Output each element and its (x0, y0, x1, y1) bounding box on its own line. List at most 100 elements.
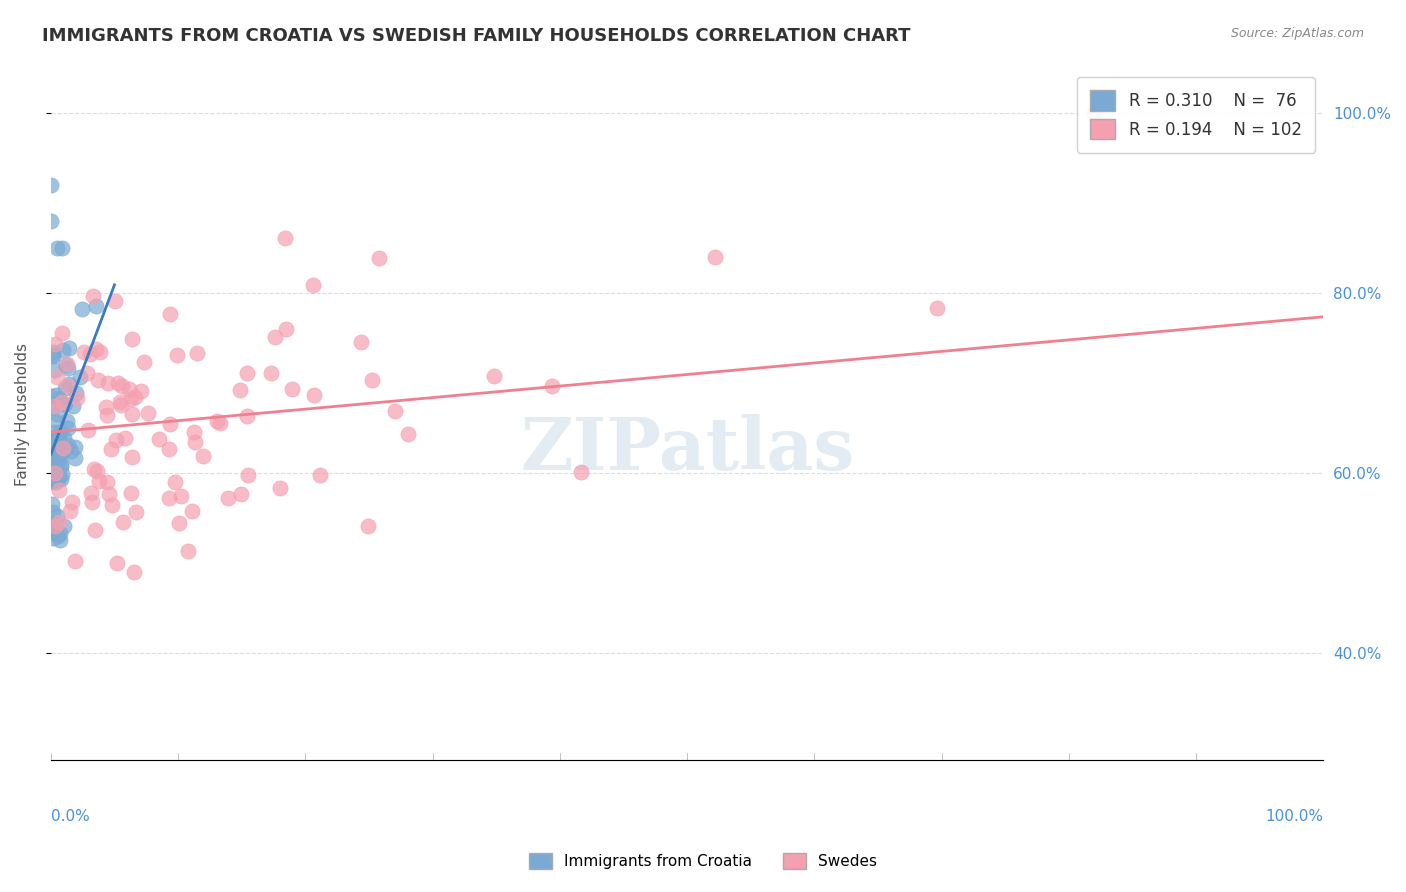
Point (205, 414, 228, 428)
Point (41, 348, 63, 362)
Point (84, 523, 107, 537)
Point (44, 336, 66, 351)
Point (87, 373, 110, 387)
Point (274, 231, 297, 245)
Point (62, 494, 84, 508)
Point (45, 509, 67, 524)
Point (63, 440, 86, 454)
Point (39, 475, 62, 489)
Point (65, 391, 87, 405)
Point (56, 414, 79, 428)
Point (180, 504, 202, 518)
Point (238, 467, 260, 482)
Point (193, 449, 215, 463)
Point (48, 428, 70, 442)
Point (45, 388, 67, 402)
Point (927, 301, 949, 315)
Point (114, 431, 136, 445)
Point (118, 382, 141, 396)
Point (110, 399, 132, 413)
Point (56, 421, 79, 435)
Point (52, 431, 75, 445)
Point (217, 491, 239, 505)
Point (112, 515, 135, 529)
Point (51, 395, 73, 409)
Point (55, 357, 77, 371)
Point (82, 288, 104, 302)
Point (157, 442, 180, 456)
Point (63, 554, 86, 568)
Point (52, 343, 75, 357)
Point (46, 439, 69, 453)
Legend: R = 0.310    N =  76, R = 0.194    N = 102: R = 0.310 N = 76, R = 0.194 N = 102 (1077, 77, 1315, 153)
Point (44, 455, 66, 469)
Point (100, 442, 122, 456)
Point (122, 566, 145, 580)
Point (52, 442, 75, 456)
Point (97, 376, 120, 390)
Point (55, 397, 77, 411)
Point (53, 441, 76, 455)
Text: ZIPatlas: ZIPatlas (520, 414, 853, 484)
Point (44, 440, 66, 454)
Point (46, 440, 69, 454)
Point (49, 472, 72, 486)
Point (1083, 106, 1105, 120)
Point (350, 335, 373, 350)
Point (166, 348, 188, 362)
Point (58, 361, 80, 376)
Point (41, 520, 63, 534)
Point (129, 384, 152, 398)
Point (44, 436, 66, 450)
Point (58, 342, 80, 356)
Point (46, 430, 69, 444)
Point (136, 406, 159, 420)
Point (62, 399, 84, 413)
Point (58, 377, 80, 392)
Point (45, 475, 67, 490)
Point (44, 474, 66, 488)
Point (49, 526, 72, 541)
Point (97, 487, 120, 501)
Point (63, 450, 86, 465)
Point (42, 349, 65, 363)
Point (100, 498, 122, 512)
Point (48, 471, 70, 485)
Point (96, 408, 118, 422)
Point (49, 425, 72, 439)
Point (177, 544, 200, 558)
Point (76, 366, 98, 380)
Point (46, 454, 69, 468)
Point (482, 369, 505, 384)
Text: Source: ZipAtlas.com: Source: ZipAtlas.com (1230, 27, 1364, 40)
Point (229, 487, 252, 501)
Point (44, 452, 66, 467)
Point (82, 495, 104, 509)
Point (51, 241, 73, 255)
Point (58, 379, 80, 393)
Point (49, 458, 72, 473)
Point (159, 307, 181, 321)
Point (44, 466, 66, 480)
Point (184, 435, 207, 450)
Point (46, 241, 69, 255)
Point (157, 491, 180, 506)
Point (269, 481, 291, 495)
Point (45, 416, 67, 430)
Point (44, 471, 66, 485)
Point (208, 416, 231, 430)
Point (302, 388, 325, 402)
Point (39, 389, 62, 403)
Point (121, 407, 143, 421)
Point (96, 475, 118, 489)
Point (396, 426, 419, 441)
Point (41, 430, 63, 444)
Point (44, 466, 66, 480)
Point (229, 383, 252, 397)
Point (263, 330, 285, 344)
Point (41, 448, 63, 462)
Point (45, 370, 67, 384)
Point (49, 446, 72, 460)
Point (120, 392, 142, 406)
Point (159, 417, 181, 432)
